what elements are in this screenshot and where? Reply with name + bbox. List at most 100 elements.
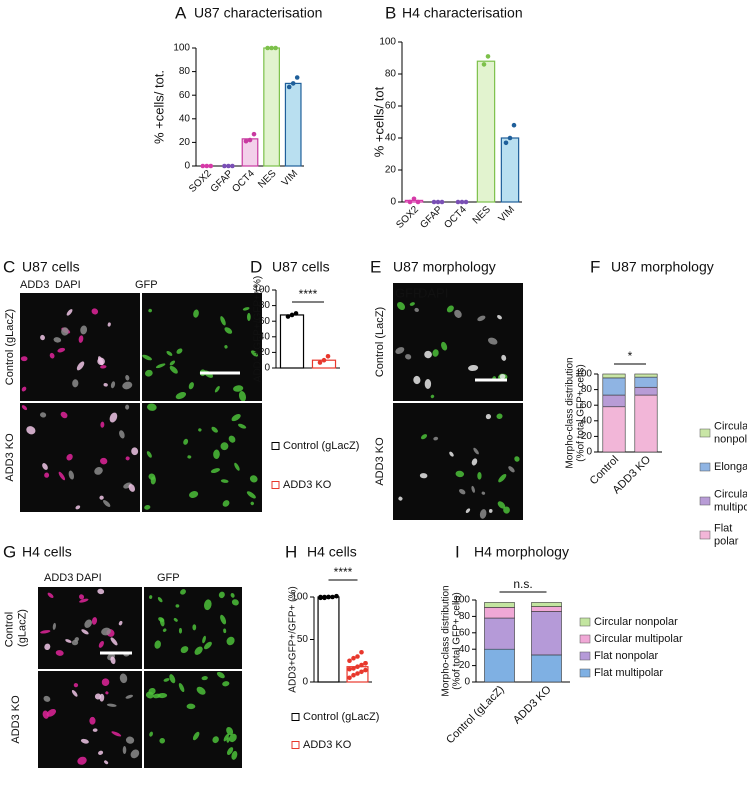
cell xyxy=(78,335,84,343)
cell xyxy=(178,682,185,693)
cell xyxy=(192,731,200,741)
y-tick-label: 40 xyxy=(179,113,191,124)
data-point xyxy=(290,81,296,86)
cell xyxy=(226,737,230,743)
data-point xyxy=(355,671,360,676)
cell xyxy=(110,381,116,389)
panel-letter: B xyxy=(385,3,396,22)
cell xyxy=(102,499,111,507)
cell xyxy=(424,378,432,389)
panel-title: U87 cells xyxy=(22,259,80,275)
cell xyxy=(249,475,258,483)
bar xyxy=(279,314,305,369)
cell xyxy=(228,733,237,743)
y-tick-label: 100 xyxy=(253,285,270,296)
cell xyxy=(58,471,66,481)
x-tick-label: GFAP xyxy=(418,204,445,231)
cell xyxy=(26,426,36,435)
cell xyxy=(441,341,448,351)
cell xyxy=(187,455,192,459)
cell xyxy=(111,731,122,737)
cell xyxy=(220,479,229,483)
cell xyxy=(79,594,85,600)
y-axis-label: ADD3+GFP+/GFP+ (%) xyxy=(253,276,264,382)
cell xyxy=(84,619,92,628)
cell xyxy=(501,354,507,361)
cell xyxy=(131,447,139,456)
y-tick-label: 80 xyxy=(179,66,191,77)
y-tick-label: 100 xyxy=(453,595,470,606)
data-point xyxy=(243,138,249,144)
cell xyxy=(66,453,73,461)
cell xyxy=(21,405,28,411)
y-tick-label: 40 xyxy=(459,644,471,655)
cell xyxy=(496,413,503,420)
channel-label: DAPI xyxy=(55,279,81,291)
legend-swatch xyxy=(579,651,591,661)
y-axis-label: ADD3+GFP+/GFP+ (%) xyxy=(288,586,299,692)
cell xyxy=(118,620,123,626)
panel-letter: I xyxy=(455,542,460,561)
x-tick-label: NES xyxy=(256,168,279,191)
bar-segment xyxy=(484,602,515,608)
row-label: Control (LacZ) xyxy=(374,307,386,377)
y-tick-label: 80 xyxy=(581,384,593,395)
cell xyxy=(122,381,133,390)
cell xyxy=(226,636,235,646)
legend-swatch xyxy=(291,741,300,749)
data-point xyxy=(407,199,413,205)
cell xyxy=(94,693,102,700)
data-point xyxy=(411,196,417,202)
data-point xyxy=(330,594,335,600)
data-point xyxy=(363,667,368,673)
cell xyxy=(105,691,109,695)
cell xyxy=(89,716,96,725)
y-tick-label: 0 xyxy=(302,677,308,688)
bar xyxy=(476,60,496,203)
data-point xyxy=(230,163,235,169)
cell xyxy=(144,369,153,377)
cell xyxy=(91,617,98,625)
data-point xyxy=(334,593,339,599)
bar-segment xyxy=(602,406,626,453)
cell xyxy=(203,599,212,611)
data-point xyxy=(318,594,323,600)
cell xyxy=(39,412,47,418)
bar-segment xyxy=(634,394,658,453)
cell xyxy=(125,456,130,461)
panel-letter: H xyxy=(285,542,297,561)
cell xyxy=(163,678,170,682)
cell xyxy=(449,451,454,457)
cell xyxy=(477,315,486,322)
data-point xyxy=(200,163,206,169)
cell xyxy=(459,488,466,495)
cell xyxy=(201,676,208,681)
y-tick-label: 0 xyxy=(184,161,190,172)
x-tick-label: VIM xyxy=(497,204,517,224)
cell xyxy=(57,347,66,353)
data-point xyxy=(351,655,356,661)
cell xyxy=(397,302,406,310)
cell xyxy=(455,470,465,478)
cell xyxy=(213,449,220,459)
chart-title: H4 morphology xyxy=(474,544,569,560)
cell xyxy=(432,349,439,357)
cell xyxy=(100,365,107,369)
legend-label: Flat polar xyxy=(714,522,739,547)
cell xyxy=(159,738,166,744)
cell xyxy=(503,506,510,514)
y-tick-label: 100 xyxy=(379,37,396,48)
cell xyxy=(419,473,428,479)
cell xyxy=(80,738,89,744)
y-tick-label: 20 xyxy=(459,660,471,671)
cell xyxy=(247,312,251,322)
cell xyxy=(420,434,428,440)
cell xyxy=(79,598,89,603)
cell xyxy=(220,442,229,451)
cell xyxy=(110,656,116,665)
legend-label: ADD3 KO xyxy=(283,479,332,491)
cell xyxy=(40,630,51,634)
channel-label: GFP xyxy=(157,572,180,584)
data-point xyxy=(355,654,360,659)
data-point xyxy=(321,357,327,363)
